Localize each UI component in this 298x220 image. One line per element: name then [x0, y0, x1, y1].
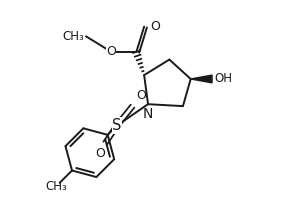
Text: O: O [96, 147, 105, 160]
Text: O: O [150, 20, 160, 33]
Text: CH₃: CH₃ [62, 30, 84, 43]
Polygon shape [191, 75, 212, 83]
Text: S: S [112, 118, 122, 133]
Text: OH: OH [214, 72, 232, 85]
Text: CH₃: CH₃ [45, 180, 67, 193]
Text: N: N [143, 107, 153, 121]
Text: O: O [106, 45, 116, 58]
Text: O: O [136, 89, 146, 102]
